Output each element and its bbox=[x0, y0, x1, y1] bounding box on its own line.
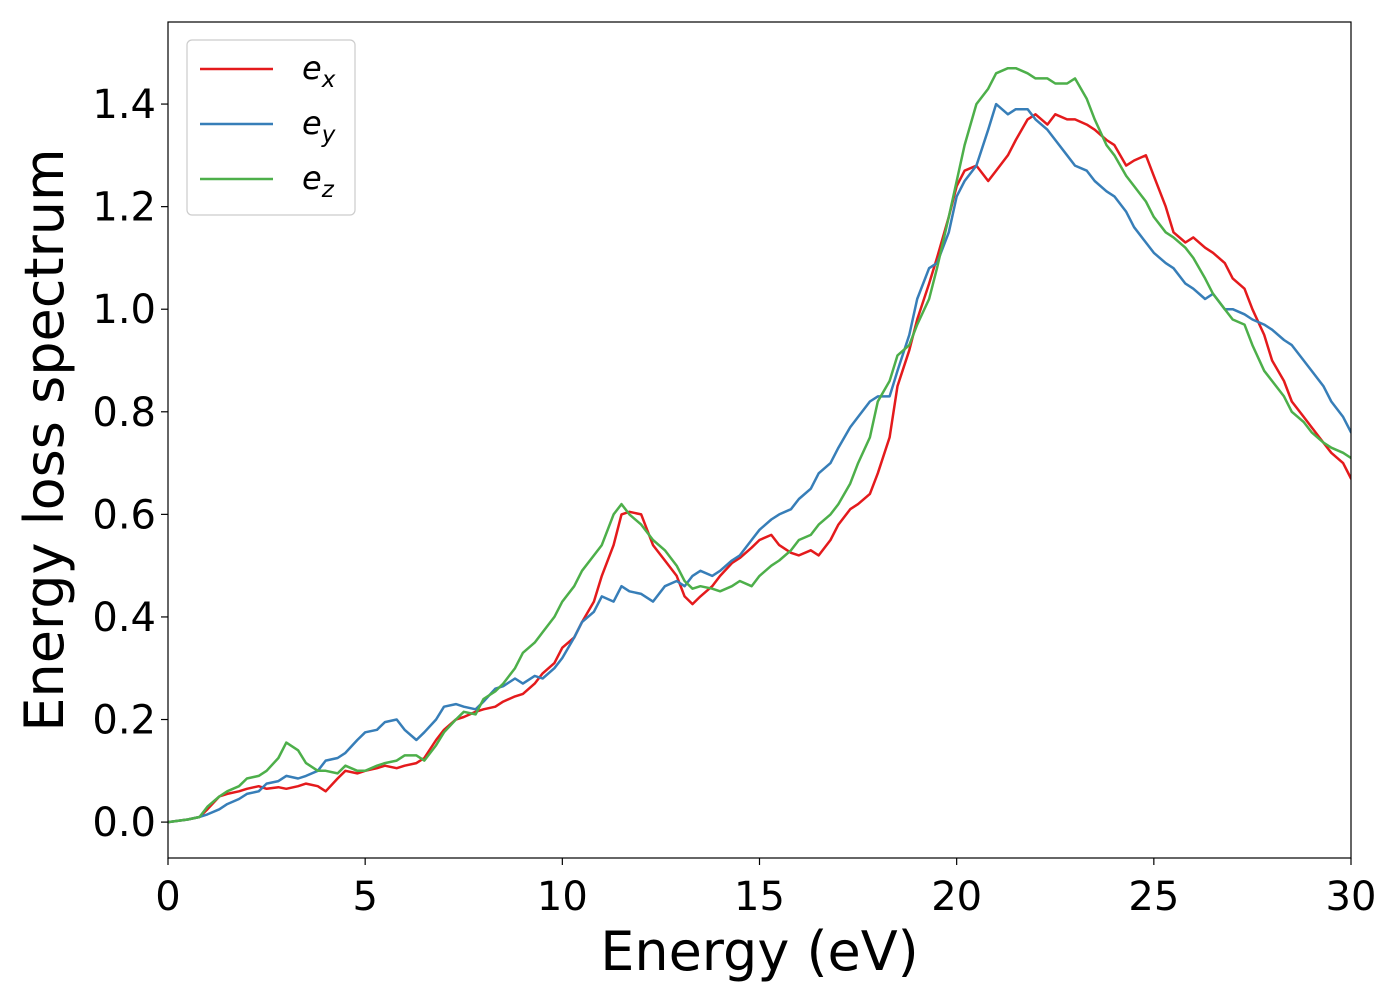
x-tick-label: 10 bbox=[537, 874, 588, 920]
legend: ex ey ez bbox=[186, 39, 356, 216]
y-tick-label: 1.4 bbox=[92, 82, 156, 128]
x-tick-label: 30 bbox=[1326, 874, 1377, 920]
y-tick-label: 0.8 bbox=[92, 390, 156, 436]
legend-label-y: ey bbox=[302, 104, 336, 148]
y-tick-label: 0.0 bbox=[92, 800, 156, 846]
legend-box bbox=[186, 39, 356, 216]
x-tick-label: 5 bbox=[352, 874, 377, 920]
series-layer bbox=[168, 66, 1351, 824]
y-axis-title: Energy loss spectrum bbox=[13, 148, 76, 731]
y-tick-label: 0.4 bbox=[92, 595, 156, 641]
legend-label-x: ex bbox=[302, 49, 336, 93]
series-line-z bbox=[168, 66, 1351, 824]
x-tick-label: 0 bbox=[155, 874, 180, 920]
y-tick-label: 1.2 bbox=[92, 185, 156, 231]
y-tick-label: 1.0 bbox=[92, 287, 156, 333]
y-tick-label: 0.2 bbox=[92, 698, 156, 744]
ticks-layer: 0 5 10 15 20 25 30 0.0 0.2 0.4 0.6 0.8 1.0 1.2 1.4 bbox=[92, 82, 1376, 920]
x-axis-title: Energy (eV) bbox=[600, 920, 919, 983]
x-tick-label: 15 bbox=[734, 874, 785, 920]
legend-label-z: ez bbox=[302, 159, 335, 203]
series-line-x bbox=[168, 113, 1351, 824]
x-tick-label: 25 bbox=[1128, 874, 1179, 920]
series-line-y bbox=[168, 102, 1351, 824]
y-tick-label: 0.6 bbox=[92, 492, 156, 538]
x-tick-label: 20 bbox=[931, 874, 982, 920]
